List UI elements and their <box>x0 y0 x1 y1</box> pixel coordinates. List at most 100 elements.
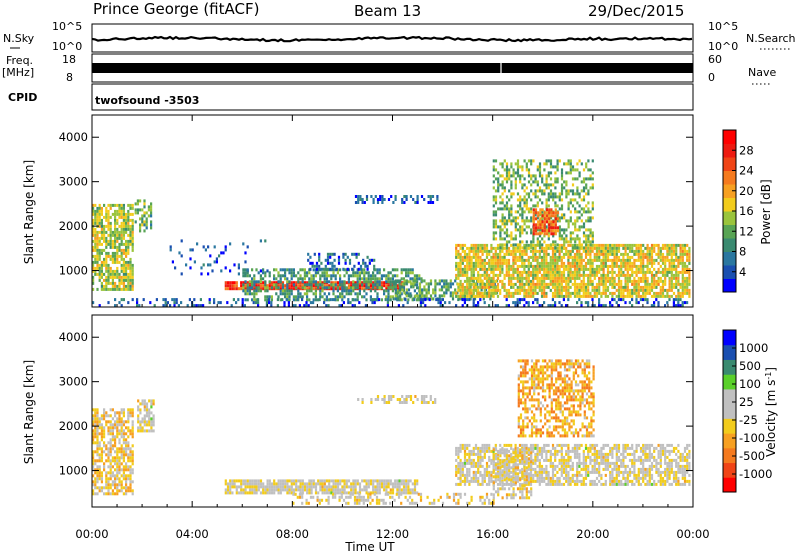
power-cell <box>664 294 667 298</box>
power-cell <box>120 230 123 234</box>
power-cell <box>521 174 524 178</box>
velocity-cell <box>116 486 119 490</box>
power-cell <box>376 201 380 204</box>
power-cell <box>582 222 586 226</box>
power-cell <box>499 237 502 241</box>
power-cell <box>534 177 537 181</box>
power-cell <box>571 282 574 286</box>
power-cell <box>92 221 95 225</box>
power-cell <box>550 226 553 230</box>
power-cell <box>543 270 546 274</box>
power-cell <box>683 246 687 250</box>
power-cell <box>571 192 575 196</box>
power-cell <box>558 237 561 241</box>
power-cell <box>677 255 680 259</box>
power-cell <box>532 211 535 215</box>
power-cell <box>490 282 493 286</box>
power-cell <box>255 298 258 302</box>
velocity-cell <box>109 438 112 442</box>
power-cell <box>332 271 335 275</box>
power-cell <box>552 195 555 199</box>
power-cell <box>567 252 570 256</box>
power-cell <box>510 192 513 196</box>
velocity-cell <box>275 482 278 486</box>
velocity-cell <box>143 402 146 406</box>
power-cell <box>681 252 684 256</box>
velocity-cell <box>103 450 106 454</box>
velocity-cell <box>145 429 149 433</box>
power-cell <box>505 231 509 235</box>
power-cell <box>386 301 389 305</box>
velocity-cell <box>242 491 245 495</box>
power-cell <box>554 304 557 308</box>
power-cell <box>569 261 572 265</box>
power-cell <box>543 288 546 292</box>
power-cell <box>275 283 278 287</box>
power-cell <box>540 261 544 265</box>
power-cell <box>556 177 559 181</box>
power-cell <box>547 231 550 235</box>
velocity-cell <box>411 482 414 486</box>
power-cell <box>105 239 108 243</box>
power-cell <box>560 171 564 175</box>
power-cell <box>602 243 605 247</box>
power-cell <box>563 237 566 241</box>
power-cell <box>538 267 541 271</box>
power-cell <box>562 276 566 280</box>
power-cell <box>666 273 669 277</box>
power-cell <box>576 237 579 241</box>
power-cell <box>345 281 348 285</box>
power-cell <box>628 294 632 298</box>
power-cell <box>558 243 561 247</box>
velocity-cell <box>127 486 130 490</box>
power-cell <box>425 288 428 292</box>
power-cell <box>342 255 345 259</box>
power-cell <box>389 283 392 287</box>
velocity-cell <box>100 435 103 439</box>
power-cell <box>606 273 610 277</box>
power-cell <box>103 215 106 219</box>
power-cell <box>584 252 588 256</box>
velocity-cell <box>385 479 388 483</box>
power-cell <box>516 276 519 280</box>
velocity-cell <box>413 485 417 489</box>
power-cell <box>631 291 634 295</box>
power-cell <box>273 281 276 285</box>
power-cell <box>578 225 581 229</box>
power-cell <box>341 286 344 290</box>
power-cell <box>670 294 673 298</box>
power-cell <box>92 248 95 252</box>
velocity-cell <box>343 482 346 486</box>
power-cell <box>207 272 210 276</box>
velocity-cell <box>332 488 335 492</box>
power-cell <box>231 287 234 291</box>
power-cell <box>525 219 528 223</box>
power-cell <box>567 267 570 271</box>
power-cell <box>595 288 599 292</box>
power-cell <box>523 252 526 256</box>
power-cell <box>655 243 658 247</box>
velocity-cell <box>94 417 97 421</box>
power-cell <box>589 267 592 271</box>
power-cell <box>439 304 442 308</box>
power-cell <box>428 298 431 302</box>
power-cell <box>646 291 649 295</box>
power-cell <box>519 177 522 181</box>
power-cell <box>565 304 568 308</box>
power-cell <box>114 224 117 228</box>
power-cell <box>96 257 99 261</box>
power-cell <box>387 277 390 281</box>
power-cell <box>505 273 508 277</box>
power-cell <box>109 236 112 240</box>
power-cell <box>484 288 488 292</box>
velocity-cell <box>107 450 110 454</box>
power-cell <box>587 219 590 223</box>
power-cell <box>543 211 546 215</box>
velocity-cell <box>270 491 274 495</box>
power-cell <box>540 285 544 289</box>
power-cell <box>443 285 446 289</box>
velocity-cell <box>281 485 285 489</box>
power-cell <box>319 295 322 299</box>
power-cell <box>514 291 517 295</box>
power-cell <box>543 246 546 250</box>
